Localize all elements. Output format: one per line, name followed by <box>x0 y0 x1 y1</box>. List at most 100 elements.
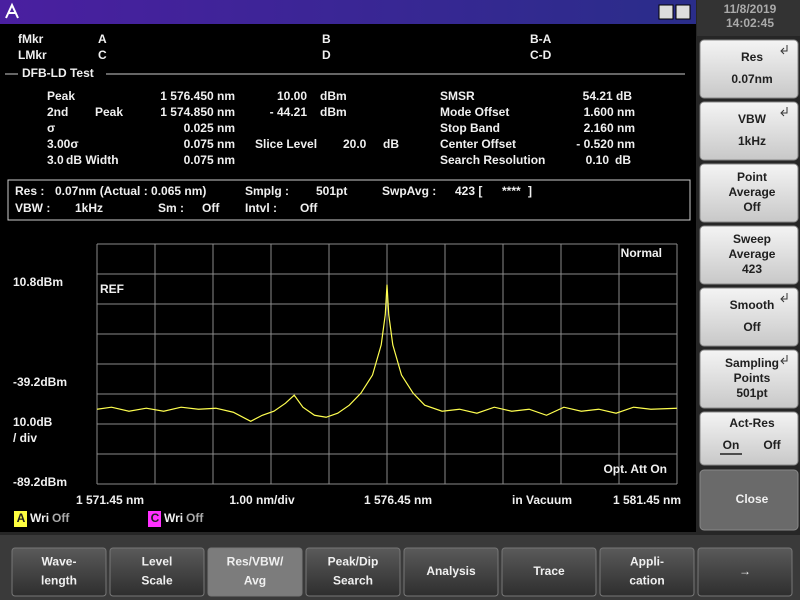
setting-text: Off <box>202 201 220 215</box>
function-key-label: cation <box>629 574 664 588</box>
graph-grid <box>96 243 678 485</box>
setting-text: Smplg : <box>245 184 289 198</box>
result-text: σ <box>47 121 55 135</box>
x-axis-label: in Vacuum <box>512 493 572 507</box>
side-key-label: Average <box>729 247 776 261</box>
side-key-option: On <box>723 438 740 452</box>
x-axis-label: 1 576.45 nm <box>364 493 432 507</box>
test-name: DFB-LD Test <box>22 66 94 80</box>
side-key[interactable] <box>699 163 799 223</box>
marker-label: B-A <box>530 32 552 46</box>
result-text: Mode Offset <box>440 105 509 119</box>
display-mode: Normal <box>621 246 662 260</box>
clock-panel <box>697 0 800 36</box>
side-key[interactable] <box>699 411 799 466</box>
minimize-button[interactable] <box>658 4 674 20</box>
function-key-label: Trace <box>533 564 565 578</box>
function-key[interactable] <box>697 547 793 597</box>
title-bar <box>0 0 696 24</box>
setting-text: Res : <box>15 184 44 198</box>
result-text: 3.0 <box>47 153 64 167</box>
marker-label: C-D <box>530 48 552 62</box>
side-key-label: 423 <box>742 262 762 276</box>
side-key[interactable] <box>699 39 799 99</box>
function-key[interactable] <box>403 547 499 597</box>
side-key-label: VBW <box>738 112 767 126</box>
function-key[interactable] <box>599 547 695 597</box>
level-label: -39.2dBm <box>13 375 67 389</box>
result-text: 0.075 nm <box>184 137 235 151</box>
function-key[interactable] <box>109 547 205 597</box>
result-text: SMSR <box>440 89 475 103</box>
marker-label: D <box>322 48 331 62</box>
function-key[interactable] <box>11 547 107 597</box>
marker-label: LMkr <box>18 48 47 62</box>
side-key-label: Off <box>743 200 761 214</box>
function-key-label: length <box>41 574 77 588</box>
result-text: dB Width <box>66 153 119 167</box>
submenu-icon <box>780 293 788 303</box>
settings-box <box>7 179 691 221</box>
scale-label: 10.0dB <box>13 415 53 429</box>
trace-id: C <box>151 511 160 525</box>
marker-label: fMkr <box>18 32 44 46</box>
setting-text: Sm : <box>158 201 184 215</box>
side-key[interactable] <box>699 225 799 285</box>
maximize-button[interactable] <box>675 4 691 20</box>
function-key-label: Avg <box>244 574 266 588</box>
result-text: 1 576.450 nm <box>160 89 235 103</box>
side-key-label: Act-Res <box>729 416 775 430</box>
trace-write: Wri <box>30 511 49 525</box>
setting-text: SwpAvg : <box>382 184 436 198</box>
side-key-label: Average <box>729 185 776 199</box>
trace-a-badge <box>14 511 27 527</box>
result-text: Stop Band <box>440 121 500 135</box>
level-label: -89.2dBm <box>13 475 67 489</box>
marker-label: A <box>98 32 107 46</box>
attenuator-label: Opt. Att On <box>603 462 667 476</box>
side-key[interactable] <box>699 287 799 347</box>
submenu-icon <box>780 355 788 365</box>
x-axis-label: 1 571.45 nm <box>76 493 144 507</box>
setting-text: Off <box>300 201 318 215</box>
result-text: 1 574.850 nm <box>160 105 235 119</box>
spectrum-trace <box>96 284 678 422</box>
trace-c-badge <box>148 511 161 527</box>
date: 11/8/2019 <box>724 2 777 16</box>
result-text: - 44.21 <box>270 105 308 119</box>
setting-text: 1kHz <box>75 201 103 215</box>
setting-text: 423 [ <box>455 184 482 198</box>
side-key-label: Off <box>743 320 761 334</box>
result-text: 0.075 nm <box>184 153 235 167</box>
main-panel <box>0 24 696 532</box>
setting-text: VBW : <box>15 201 50 215</box>
function-key[interactable] <box>207 547 303 597</box>
side-key-label: Sampling <box>725 356 779 370</box>
function-key-label: Level <box>142 555 173 569</box>
logo <box>5 2 19 19</box>
marker-label: C <box>98 48 107 62</box>
side-key[interactable] <box>699 101 799 161</box>
setting-text: **** <box>502 184 521 198</box>
side-key[interactable] <box>699 469 799 531</box>
side-key[interactable] <box>699 349 799 409</box>
function-key-label: Analysis <box>426 564 476 578</box>
setting-text: 501pt <box>316 184 347 198</box>
result-text: 20.0 <box>343 137 367 151</box>
result-text: Peak <box>47 89 75 103</box>
function-key-label: Appli- <box>630 555 664 569</box>
result-text: 0.10 <box>586 153 610 167</box>
function-key[interactable] <box>501 547 597 597</box>
side-key-label: Sweep <box>733 232 771 246</box>
result-text: Slice Level <box>255 137 317 151</box>
function-key-label: Wave- <box>42 555 77 569</box>
function-key[interactable] <box>305 547 401 597</box>
side-key-label: 1kHz <box>738 134 766 148</box>
result-text: Search Resolution <box>440 153 545 167</box>
side-key-label: Point <box>737 170 767 184</box>
result-text: 10.00 <box>277 89 307 103</box>
side-key-label: Close <box>736 492 769 506</box>
result-text: dBm <box>320 89 347 103</box>
